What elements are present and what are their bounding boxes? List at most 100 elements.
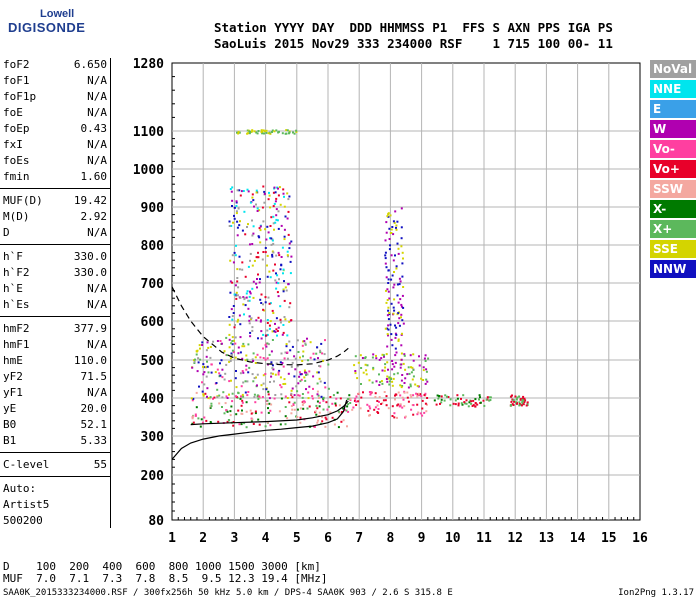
echo-point — [210, 363, 213, 366]
echo-point — [386, 215, 389, 218]
echo-point — [282, 268, 285, 271]
echo-point — [228, 338, 231, 341]
echo-point — [264, 247, 267, 249]
echo-point — [288, 242, 291, 245]
echo-point — [270, 372, 273, 375]
echo-point — [279, 361, 282, 364]
x-tick-label: 9 — [418, 531, 426, 546]
echo-point — [294, 357, 297, 360]
echo-point — [412, 353, 415, 356]
echo-point — [286, 254, 289, 257]
echo-point — [394, 398, 396, 401]
echo-point — [419, 393, 422, 396]
echo-point — [283, 357, 286, 360]
param-row: h`E N/A — [3, 282, 107, 298]
echo-point — [245, 426, 248, 429]
echo-point — [209, 356, 212, 359]
echo-point — [282, 290, 285, 293]
echo-point — [377, 412, 380, 414]
echo-point — [268, 397, 271, 400]
echo-point — [290, 412, 293, 415]
echo-point — [400, 313, 403, 316]
echo-point — [269, 302, 272, 305]
echo-point — [241, 229, 244, 232]
echo-point — [326, 408, 329, 411]
echo-point — [299, 421, 302, 424]
echo-point — [386, 333, 389, 336]
echo-point — [398, 283, 401, 286]
echo-point — [269, 381, 271, 383]
echo-point — [388, 248, 391, 251]
echo-point — [241, 393, 244, 396]
echo-point — [251, 243, 254, 245]
echo-point — [236, 277, 239, 279]
echo-point — [355, 400, 358, 403]
echo-point — [230, 379, 232, 382]
echo-point — [237, 207, 240, 210]
echo-point — [282, 188, 285, 191]
echo-point — [206, 387, 209, 390]
echo-point — [381, 402, 384, 405]
echo-point — [379, 381, 382, 384]
echo-point — [365, 373, 368, 376]
echo-point — [387, 368, 389, 371]
echo-point — [521, 397, 524, 400]
echo-point — [271, 330, 274, 333]
x-tick-label: 6 — [324, 531, 332, 546]
echo-point — [232, 221, 234, 224]
echo-point — [272, 222, 275, 225]
echo-point — [206, 365, 209, 368]
echo-point — [318, 411, 321, 414]
echo-point — [316, 346, 319, 349]
echo-point — [277, 194, 280, 197]
echo-point — [230, 308, 233, 311]
echo-point — [201, 381, 203, 384]
echo-point — [268, 131, 271, 134]
param-row: hmF1 N/A — [3, 338, 107, 354]
echo-point — [267, 343, 270, 346]
auto-artist: Artist5 — [3, 498, 50, 511]
echo-point — [301, 360, 304, 362]
echo-point — [378, 373, 380, 376]
echo-point — [228, 360, 231, 363]
echo-point — [290, 319, 293, 322]
echo-point — [258, 209, 261, 212]
echo-point — [412, 404, 415, 407]
echo-point — [260, 293, 263, 296]
echo-point — [256, 384, 258, 387]
echo-point — [383, 369, 386, 372]
profile-trace — [171, 399, 348, 460]
echo-point — [319, 351, 322, 354]
echo-point — [258, 281, 261, 284]
echo-point — [253, 130, 256, 133]
echo-point — [190, 397, 193, 400]
echo-point — [422, 369, 425, 372]
echo-point — [231, 315, 234, 318]
echo-point — [410, 371, 413, 374]
echo-point — [360, 396, 363, 399]
echo-point — [299, 380, 302, 383]
echo-point — [318, 377, 321, 380]
echo-point — [258, 395, 261, 398]
echo-point — [256, 394, 259, 397]
echo-point — [280, 386, 283, 389]
echo-point — [240, 385, 243, 388]
echo-point — [390, 302, 393, 305]
header-values: SaoLuis 2015 Nov29 333 234000 RSF 1 715 … — [214, 36, 613, 51]
echo-point — [378, 400, 380, 403]
echo-point — [390, 254, 393, 257]
echo-point — [209, 396, 212, 399]
param-name: D — [3, 226, 10, 239]
echo-point — [440, 395, 443, 398]
echo-point — [394, 210, 397, 213]
echo-point — [296, 408, 299, 411]
echo-point — [269, 132, 272, 135]
param-row: fxI N/A — [3, 138, 107, 154]
echo-point — [216, 340, 219, 342]
auto-label: Auto: — [3, 482, 37, 495]
echo-point — [281, 246, 284, 249]
echo-point — [420, 395, 423, 398]
echo-point — [424, 402, 427, 405]
echo-point — [338, 404, 341, 407]
echo-point — [286, 357, 289, 360]
